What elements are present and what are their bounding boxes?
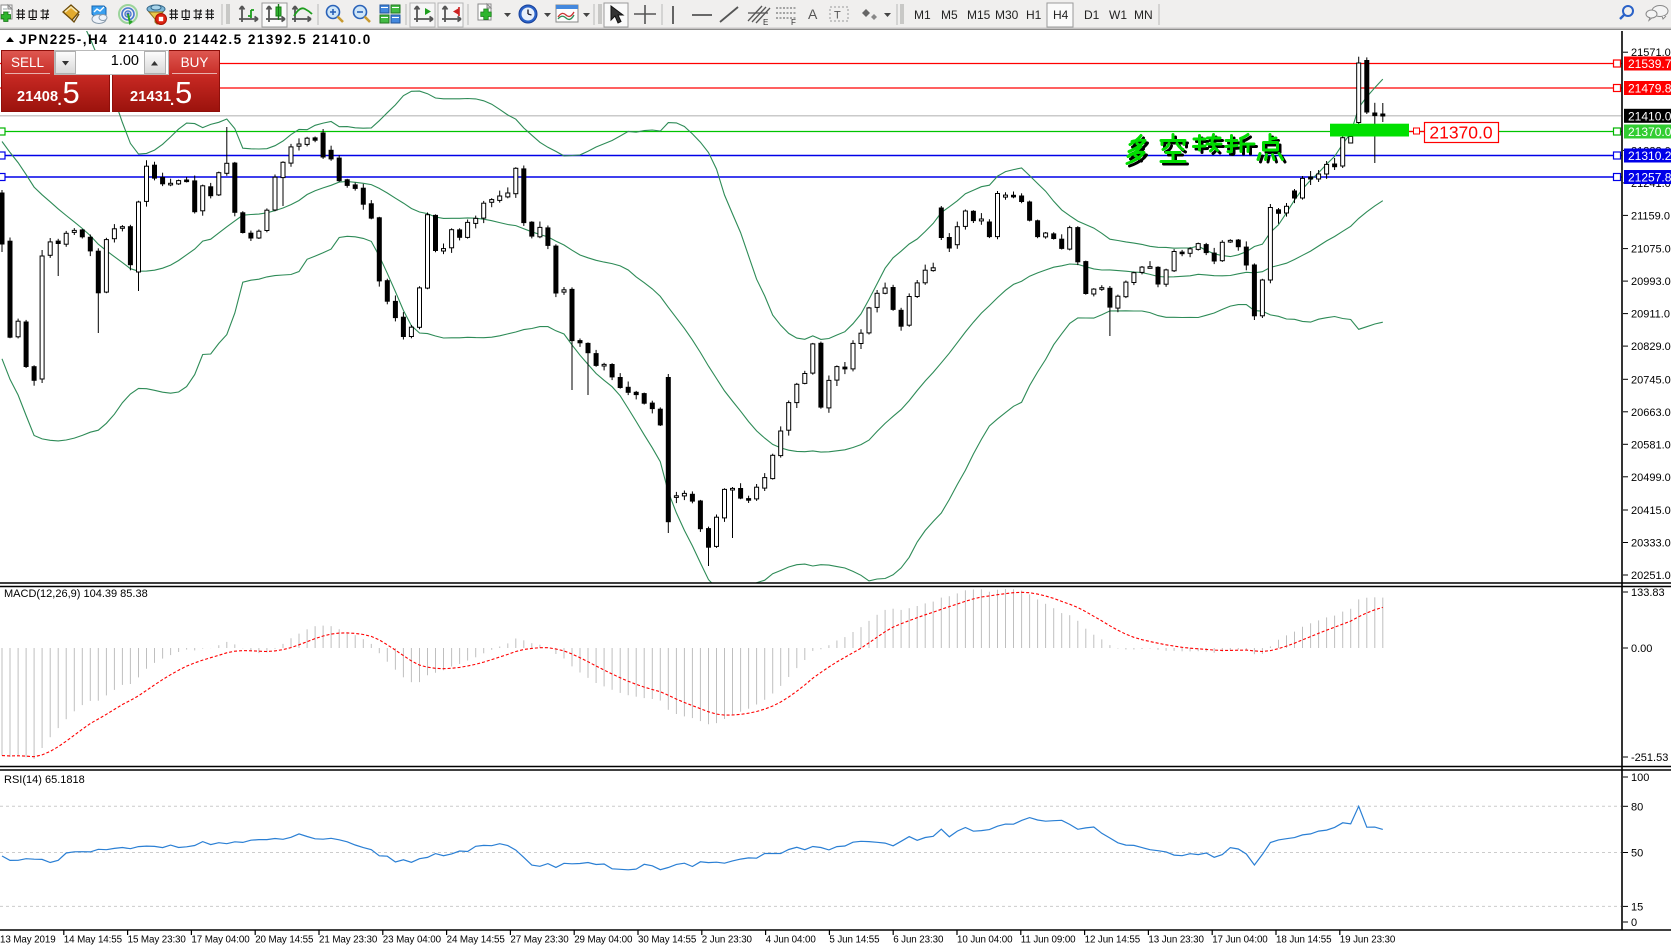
svg-text:W1: W1 (1109, 8, 1127, 22)
svg-text:F: F (791, 18, 796, 27)
svg-text:10 Jun 04:00: 10 Jun 04:00 (957, 935, 1013, 946)
svg-text:2 Jun 23:30: 2 Jun 23:30 (702, 935, 753, 946)
svg-text:18 Jun 14:55: 18 Jun 14:55 (1276, 935, 1332, 946)
svg-text:4 Jun 04:00: 4 Jun 04:00 (766, 935, 817, 946)
svg-text:23 May 04:00: 23 May 04:00 (383, 935, 442, 946)
svg-text:20251.0: 20251.0 (1631, 570, 1671, 582)
svg-text:20415.0: 20415.0 (1631, 505, 1671, 517)
svg-text:12 Jun 14:55: 12 Jun 14:55 (1085, 935, 1141, 946)
svg-text:50: 50 (1631, 848, 1643, 860)
svg-text:20911.0: 20911.0 (1631, 309, 1670, 321)
svg-text:21310.2: 21310.2 (1628, 149, 1671, 163)
svg-text:29 May 04:00: 29 May 04:00 (574, 935, 633, 946)
svg-text:21370.0: 21370.0 (1628, 125, 1671, 139)
svg-text:13 Jun 23:30: 13 Jun 23:30 (1148, 935, 1204, 946)
svg-text:15: 15 (1631, 901, 1643, 913)
svg-text:21 May 23:30: 21 May 23:30 (319, 935, 378, 946)
svg-text:H1: H1 (1026, 8, 1042, 22)
svg-text:21410.0: 21410.0 (1628, 109, 1671, 123)
svg-text:19 Jun 23:30: 19 Jun 23:30 (1340, 935, 1396, 946)
svg-text:27 May 23:30: 27 May 23:30 (510, 935, 569, 946)
svg-text:6 Jun 23:30: 6 Jun 23:30 (893, 935, 944, 946)
svg-text:13 May 2019: 13 May 2019 (0, 935, 56, 946)
svg-text:17 May 04:00: 17 May 04:00 (191, 935, 250, 946)
svg-text:0: 0 (1631, 917, 1637, 929)
svg-text:15 May 23:30: 15 May 23:30 (128, 935, 187, 946)
svg-text:20993.0: 20993.0 (1631, 276, 1671, 288)
svg-text:M30: M30 (995, 8, 1019, 22)
svg-text:133.83: 133.83 (1631, 587, 1665, 599)
svg-text:20581.0: 20581.0 (1631, 439, 1671, 451)
svg-text:M5: M5 (941, 8, 958, 22)
svg-text:30 May 14:55: 30 May 14:55 (638, 935, 697, 946)
svg-text:T: T (834, 10, 841, 22)
svg-text:-251.53: -251.53 (1631, 752, 1668, 764)
svg-text:21257.8: 21257.8 (1628, 171, 1671, 185)
svg-text:21539.7: 21539.7 (1628, 57, 1671, 71)
svg-text:20499.0: 20499.0 (1631, 472, 1671, 484)
svg-text:20 May 14:55: 20 May 14:55 (255, 935, 314, 946)
svg-text:RSI(14) 65.1818: RSI(14) 65.1818 (4, 774, 85, 786)
svg-text:MN: MN (1134, 8, 1153, 22)
svg-text:21159.0: 21159.0 (1631, 210, 1670, 222)
svg-text:M15: M15 (967, 8, 991, 22)
svg-text:17 Jun 04:00: 17 Jun 04:00 (1212, 935, 1268, 946)
svg-text:5 Jun 14:55: 5 Jun 14:55 (829, 935, 880, 946)
svg-text:24 May 14:55: 24 May 14:55 (447, 935, 506, 946)
svg-text:MACD(12,26,9) 104.39 85.38: MACD(12,26,9) 104.39 85.38 (4, 588, 148, 600)
svg-text:JPN225-,H4 21410.0 21442.5 21: JPN225-,H4 21410.0 21442.5 21392.5 21410… (19, 32, 372, 47)
svg-text:E: E (763, 18, 768, 27)
svg-text:M1: M1 (914, 8, 931, 22)
svg-text:D1: D1 (1084, 8, 1100, 22)
svg-text:H4: H4 (1053, 8, 1069, 22)
svg-text:21075.0: 21075.0 (1631, 244, 1671, 256)
svg-text:100: 100 (1631, 772, 1649, 784)
svg-text:21479.8: 21479.8 (1628, 82, 1671, 96)
svg-text:80: 80 (1631, 801, 1643, 813)
svg-text:20829.0: 20829.0 (1631, 341, 1671, 353)
svg-text:11 Jun 09:00: 11 Jun 09:00 (1021, 935, 1076, 946)
svg-text:20663.0: 20663.0 (1631, 407, 1671, 419)
svg-text:20745.0: 20745.0 (1631, 374, 1671, 386)
svg-text:14 May 14:55: 14 May 14:55 (64, 935, 123, 946)
svg-text:20333.0: 20333.0 (1631, 538, 1671, 550)
svg-text:21370.0: 21370.0 (1429, 123, 1493, 143)
svg-text:21571.0: 21571.0 (1631, 47, 1671, 59)
svg-text:0.00: 0.00 (1631, 643, 1652, 655)
svg-text:A: A (808, 6, 818, 22)
